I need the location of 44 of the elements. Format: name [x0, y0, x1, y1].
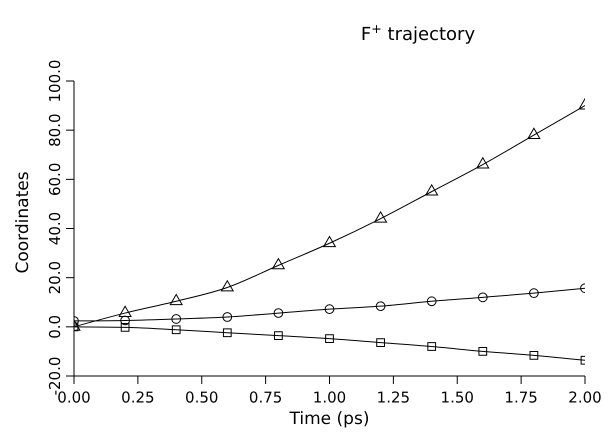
- point: [374, 211, 387, 223]
- x-tick-label: 0.50: [185, 388, 218, 407]
- point: [529, 288, 539, 298]
- x-tick-label: 1.25: [376, 388, 410, 407]
- point: [427, 342, 436, 351]
- point: [120, 322, 130, 332]
- chart-title: F$^{+}$ trajectory: [360, 20, 476, 45]
- point: [528, 128, 540, 139]
- point: [425, 184, 438, 196]
- point: [118, 306, 132, 317]
- point: [324, 304, 334, 314]
- point: [376, 301, 386, 312]
- point: [222, 312, 232, 322]
- point: [170, 294, 183, 306]
- point: [172, 325, 181, 334]
- point: [478, 347, 488, 356]
- point: [426, 296, 437, 306]
- x-tick-label: 0.75: [248, 388, 282, 407]
- point: [376, 338, 385, 347]
- x-tick-label: 0.25: [121, 388, 155, 407]
- point: [120, 316, 130, 326]
- point: [222, 328, 232, 338]
- point: [476, 157, 490, 168]
- x-tick-label: 1.50: [440, 388, 474, 407]
- y-tick-label: 60.0: [46, 162, 64, 196]
- point: [274, 331, 283, 340]
- y-tick-label: 0.0: [46, 314, 64, 339]
- point: [272, 258, 285, 270]
- x-tick-label: 1.00: [312, 388, 346, 407]
- point: [171, 314, 182, 324]
- point: [323, 236, 336, 248]
- y-tick-label: 100.0: [46, 60, 64, 102]
- x-axis-title: Time (ps): [288, 409, 370, 429]
- y-tick-label: 20.0: [46, 260, 64, 294]
- x-tick-label: 2.00: [568, 388, 602, 407]
- y-tick-label: 40.0: [46, 212, 64, 246]
- point: [478, 292, 488, 302]
- x-tick-label: 1.75: [504, 388, 538, 407]
- point: [325, 334, 334, 344]
- point: [220, 280, 234, 292]
- point: [274, 308, 284, 318]
- y-tick-label: 80.0: [46, 113, 64, 147]
- point: [530, 350, 538, 360]
- y-axis-title: Coordinates: [13, 171, 34, 274]
